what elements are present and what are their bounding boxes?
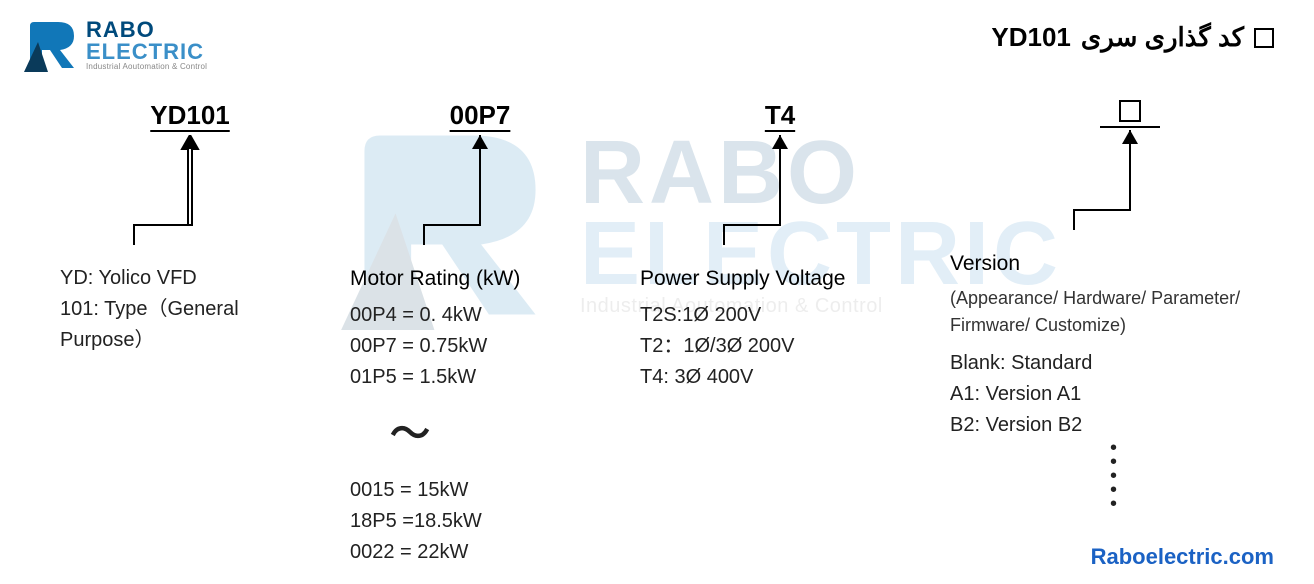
voltage-title: Power Supply Voltage [640,263,920,296]
motor-title: Motor Rating (kW) [350,263,610,296]
model-code-diagram: YD101 YD: Yolico VFD 101: Type（General P… [60,100,1274,568]
motor-code: 00P7 [350,100,610,131]
motor-line: 00P4 = 0. 4kW [350,300,610,331]
version-desc: Version (Appearance/ Hardware/ Parameter… [950,248,1310,511]
logo-text: RABO ELECTRIC Industrial Aoutomation & C… [86,19,207,71]
arrow-icon [640,135,920,245]
arrow-icon [950,130,1310,230]
version-code-box [950,100,1310,122]
voltage-code: T4 [640,100,920,131]
motor-desc: Motor Rating (kW) 00P4 = 0. 4kW 00P7 = 0… [350,263,610,568]
voltage-line: T2：1Ø/3Ø 200V [640,331,920,362]
version-line: Blank: Standard [950,348,1310,379]
col-motor-rating: 00P7 Motor Rating (kW) 00P4 = 0. 4kW 00P… [350,100,610,568]
logo-tagline: Industrial Aoutomation & Control [86,63,207,71]
voltage-line: T4: 3Ø 400V [640,362,920,393]
series-desc: YD: Yolico VFD 101: Type（General Purpose… [60,263,320,356]
col-series: YD101 YD: Yolico VFD 101: Type（General P… [60,100,320,568]
motor-line: 0015 = 15kW [350,475,610,506]
logo-mark-icon [24,18,80,72]
tilde-icon: ～ [390,403,610,465]
version-title: Version [950,248,1310,281]
version-line: A1: Version A1 [950,379,1310,410]
version-subtitle: (Appearance/ Hardware/ Parameter/ Firmwa… [950,285,1310,341]
footer-url: Raboelectric.com [1091,544,1274,570]
page-heading: کد گذاری سری YD101 [991,22,1274,53]
heading-series-code: YD101 [991,22,1071,53]
motor-line: 01P5 = 1.5kW [350,362,610,393]
series-line: 101: Type（General Purpose） [60,294,320,356]
series-line: YD: Yolico VFD [60,263,320,294]
voltage-desc: Power Supply Voltage T2S:1Ø 200V T2：1Ø/3… [640,263,920,393]
motor-line: 00P7 = 0.75kW [350,331,610,362]
col-version: Version (Appearance/ Hardware/ Parameter… [950,100,1310,568]
motor-line: 18P5 =18.5kW [350,506,610,537]
logo-line2: ELECTRIC [86,41,207,63]
ellipsis-dots: ••••• [1110,441,1310,511]
empty-box-icon [1119,100,1141,122]
heading-text-fa: کد گذاری سری [1081,22,1244,53]
series-code: YD101 [60,100,320,131]
logo-line1: RABO [86,19,207,41]
brand-logo: RABO ELECTRIC Industrial Aoutomation & C… [24,18,207,72]
voltage-line: T2S:1Ø 200V [640,300,920,331]
arrow-icon [60,135,320,245]
version-line: B2: Version B2 [950,410,1310,441]
bullet-box-icon [1254,28,1274,48]
col-voltage: T4 Power Supply Voltage T2S:1Ø 200V T2：1… [640,100,920,568]
motor-line: 0022 = 22kW [350,537,610,568]
arrow-icon [350,135,610,245]
